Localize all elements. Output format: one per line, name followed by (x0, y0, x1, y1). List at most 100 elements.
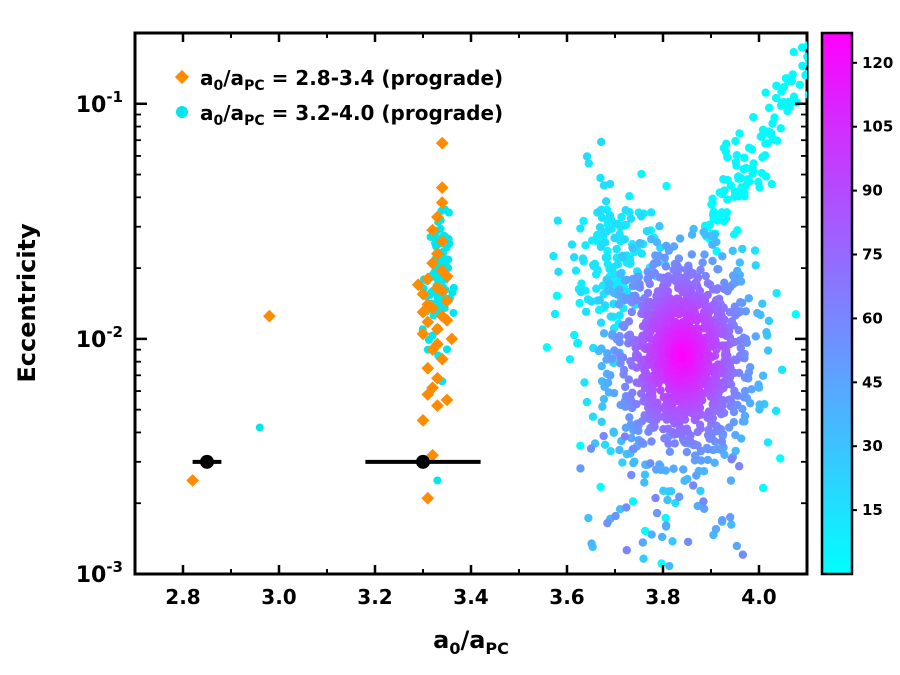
data-point-cyan (719, 217, 728, 226)
data-point-cyan (646, 208, 656, 217)
x-tick-label: 3.2 (357, 585, 392, 609)
data-point-cyan (599, 394, 609, 404)
data-point-cyan (552, 291, 562, 301)
data-point-cyan (776, 101, 786, 110)
data-point-orange (416, 414, 430, 427)
data-point-cyan (637, 249, 647, 258)
data-point-cyan (597, 361, 606, 371)
data-point-cyan (588, 412, 598, 421)
y-tick-label: 10-2 (76, 323, 123, 353)
data-point-cyan (652, 238, 662, 247)
data-point-cyan (711, 406, 720, 416)
data-point-cyan (603, 246, 612, 256)
data-point-cyan (625, 191, 634, 201)
data-point-cyan (704, 407, 714, 416)
data-point-cyan (589, 260, 598, 270)
data-point-cyan (614, 300, 624, 309)
colorbar-tick-label: 30 (862, 437, 883, 455)
data-point-cyan (762, 327, 771, 337)
data-point-cyan (597, 137, 606, 147)
data-point-orange (435, 136, 449, 150)
data-point-orange (421, 361, 435, 375)
data-point-cyan (789, 47, 798, 57)
data-point-cyan (701, 230, 710, 239)
data-point-cyan (601, 197, 611, 206)
data-point-cyan (595, 295, 604, 305)
data-point-cyan (731, 136, 740, 146)
colorbar-tick-label: 45 (862, 373, 883, 391)
data-point-cyan (653, 252, 662, 261)
data-point-cyan (661, 521, 671, 530)
data-point-cyan (687, 230, 697, 239)
data-point-cyan (575, 298, 584, 308)
data-point-cyan (798, 61, 807, 71)
data-point-cyan (719, 143, 729, 153)
data-point-cyan (632, 399, 641, 409)
data-point-cyan (628, 281, 637, 291)
data-point-cyan (628, 388, 637, 398)
data-point-cyan (596, 318, 606, 327)
data-point-orange (416, 327, 430, 341)
data-point-cyan (671, 498, 680, 508)
data-point-cyan (717, 208, 727, 217)
data-point-cyan (682, 424, 692, 433)
data-point-cyan (637, 169, 646, 179)
data-point-cyan (448, 288, 457, 297)
data-point-cyan (587, 539, 596, 548)
data-point-cyan (628, 243, 637, 252)
data-point-cyan (720, 186, 729, 195)
data-point-orange (440, 393, 454, 407)
data-point-cyan (731, 446, 740, 456)
x-tick-label: 3.4 (453, 585, 488, 609)
data-point-cyan (599, 329, 609, 338)
data-point-cyan (634, 272, 644, 282)
y-axis-title: Eccentricity (13, 223, 41, 383)
data-point-cyan (727, 520, 736, 529)
data-point-cyan (772, 288, 781, 298)
data-point-cyan (706, 342, 715, 351)
data-point-cyan (624, 317, 634, 326)
data-point-cyan (622, 545, 631, 555)
data-point-cyan (740, 153, 749, 162)
data-point-cyan (717, 437, 727, 446)
data-point-cyan (763, 139, 772, 148)
colorbar-gradient (820, 31, 854, 576)
data-point-cyan (444, 255, 453, 264)
data-point-cyan (595, 223, 605, 232)
data-point-cyan (767, 179, 776, 189)
data-point-cyan (622, 503, 631, 512)
data-point-cyan (618, 458, 627, 467)
data-point-cyan (598, 402, 607, 411)
data-point-cyan (443, 345, 452, 354)
data-point-cyan (691, 451, 700, 460)
data-point-cyan (580, 378, 589, 387)
data-point-cyan (708, 400, 717, 409)
data-point-cyan (625, 413, 634, 422)
data-point-orange (416, 287, 430, 301)
data-point-cyan (596, 482, 605, 492)
data-point-orange (440, 269, 454, 283)
data-point-cyan (597, 344, 606, 353)
data-point-cyan (700, 250, 709, 259)
data-point-cyan (695, 286, 705, 296)
data-point-cyan (615, 332, 624, 341)
data-point-cyan (730, 355, 739, 364)
data-point-cyan (587, 297, 596, 306)
data-point-orange (435, 234, 449, 248)
x-tick-label: 3.0 (261, 585, 296, 609)
data-point-cyan (571, 266, 581, 275)
data-point-cyan (703, 413, 712, 423)
data-point-cyan (758, 371, 768, 380)
data-point-cyan (620, 432, 630, 441)
data-point-cyan (622, 275, 631, 285)
data-point-cyan (720, 284, 729, 294)
data-point-cyan (609, 427, 618, 436)
data-point-cyan (758, 483, 768, 493)
data-point-cyan (635, 283, 645, 292)
data-point-cyan (763, 438, 773, 447)
data-point-cyan (758, 125, 768, 134)
data-point-cyan (616, 269, 625, 278)
data-point-cyan (645, 279, 655, 289)
data-point-cyan (805, 59, 807, 66)
data-point-cyan (674, 310, 684, 319)
